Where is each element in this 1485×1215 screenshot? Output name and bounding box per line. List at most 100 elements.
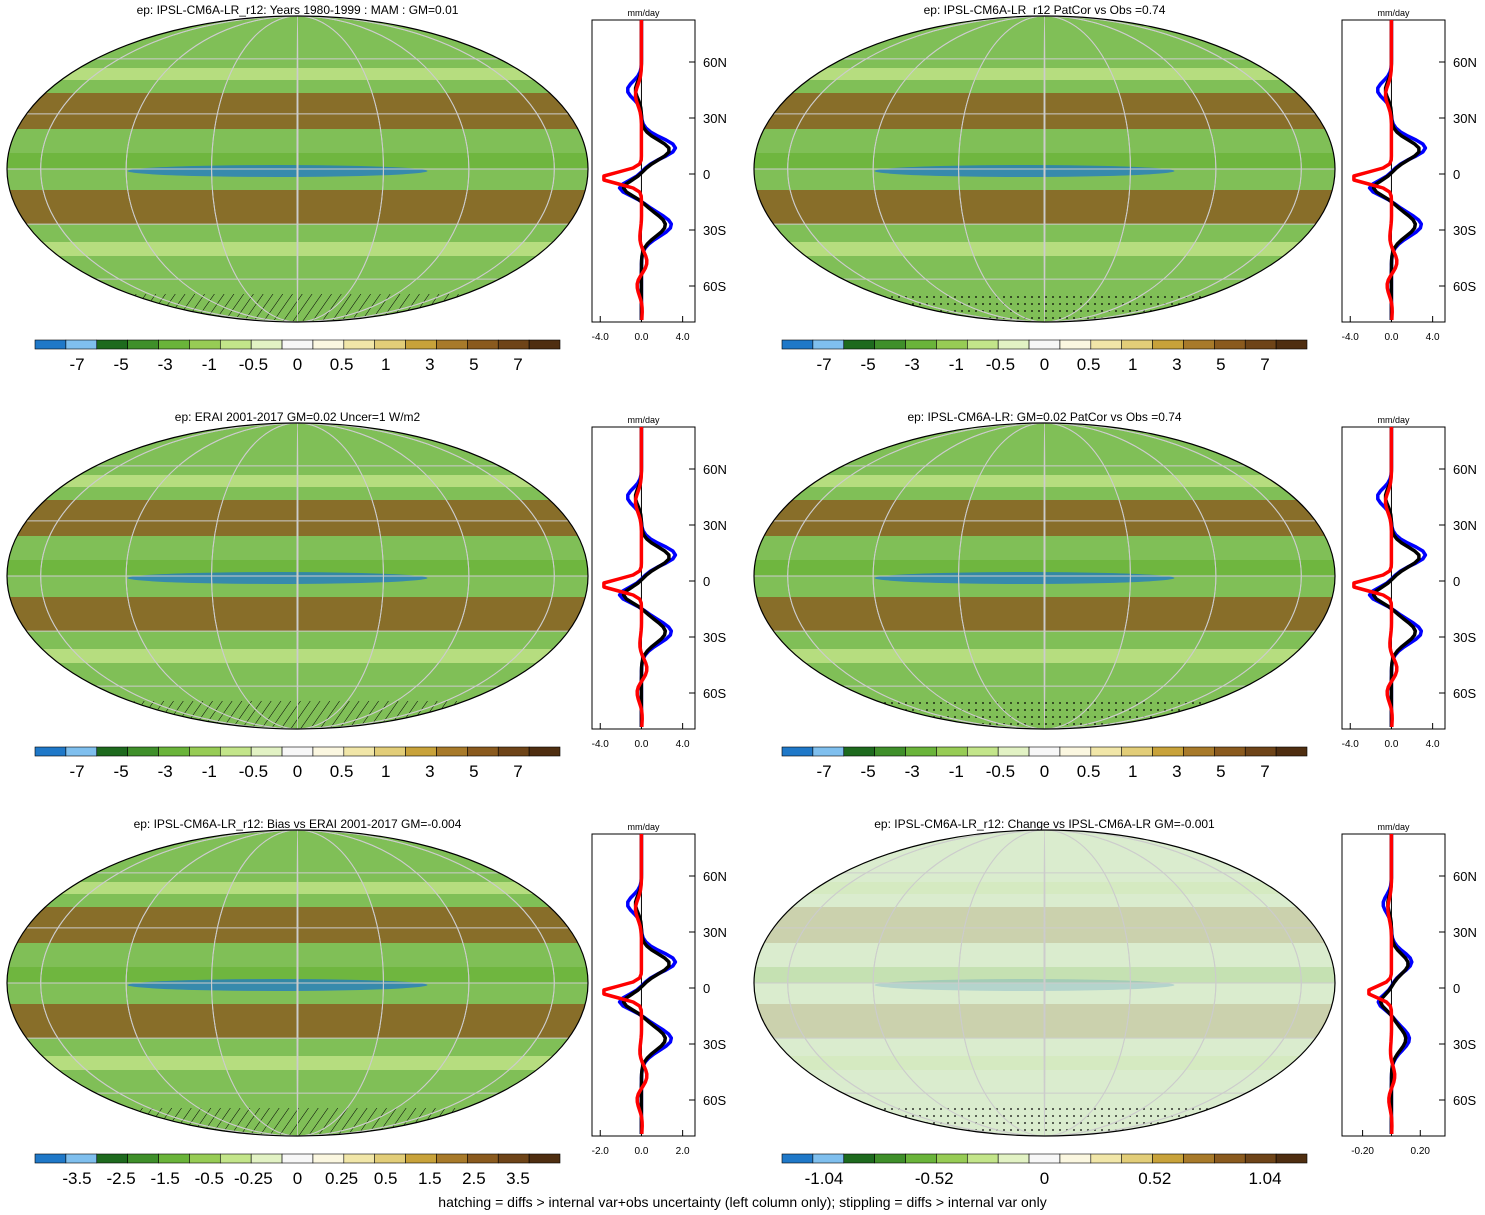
colorbar-box	[219, 339, 252, 350]
profile-frame	[1341, 426, 1446, 730]
colorbar-box	[905, 746, 937, 757]
colorbar-box	[189, 339, 221, 350]
colorbar-label: 0.5	[374, 1169, 398, 1188]
colorbar-box	[1244, 1153, 1277, 1164]
profile-xtick-label: -4.0	[1342, 739, 1360, 750]
panel-6: ep: IPSL-CM6A-LR_r12: Change vs IPSL-CM6…	[753, 817, 1477, 1188]
colorbar-label: 1	[1128, 762, 1137, 781]
panel-title: ep: IPSL-CM6A-LR_r12: Change vs IPSL-CM6…	[874, 817, 1215, 831]
colorbar-label: 0	[293, 762, 302, 781]
colorbar-box	[65, 339, 98, 350]
profile-diff-curve	[602, 834, 649, 1135]
colorbar-box	[843, 339, 875, 350]
colorbar-box	[1244, 746, 1277, 757]
colorbar-box	[936, 746, 968, 757]
itcz-core	[874, 165, 1175, 177]
colorbar-box	[1121, 339, 1153, 350]
lat-label: 30S	[1453, 1037, 1476, 1052]
colorbar-label: -2.5	[106, 1169, 135, 1188]
colorbar-label: 5	[469, 355, 478, 374]
graticule-meridian	[211, 16, 384, 322]
lat-label: 0	[1453, 574, 1460, 589]
colorbar-box	[1275, 1153, 1308, 1164]
panel-2: ep: IPSL-CM6A-LR_r12 PatCor vs Obs =0.74…	[753, 3, 1477, 374]
colorbar-label: -7	[69, 762, 84, 781]
colorbar-label: -0.5	[239, 762, 268, 781]
profile-xtick-label: -0.20	[1351, 1146, 1374, 1157]
colorbar-label: 0.25	[325, 1169, 358, 1188]
colorbar-box	[405, 746, 437, 757]
colorbar-label: 3	[1172, 762, 1181, 781]
panel-title: ep: IPSL-CM6A-LR: GM=0.02 PatCor vs Obs …	[907, 410, 1181, 424]
colorbar-box	[497, 339, 530, 350]
lat-label: 0	[703, 167, 710, 182]
lat-label: 60S	[1453, 686, 1476, 701]
profile-xtick-label: -4.0	[592, 739, 610, 750]
colorbar-box	[219, 746, 252, 757]
panel-title: ep: IPSL-CM6A-LR_r12: Bias vs ERAI 2001-…	[134, 817, 462, 831]
colorbar-label: 0.5	[330, 355, 354, 374]
profile-xtick-label: 4.0	[1426, 739, 1440, 750]
colorbar-label: 0	[1040, 1169, 1049, 1188]
colorbar-box	[1090, 1153, 1123, 1164]
lat-label: 60N	[703, 869, 727, 884]
graticule-meridian	[125, 16, 470, 322]
figure-canvas: ep: IPSL-CM6A-LR_r12: Years 1980-1999 : …	[6, 3, 1477, 1188]
colorbar-box	[158, 339, 190, 350]
colorbar-box	[781, 746, 814, 757]
colorbar-label: 3	[1172, 355, 1181, 374]
colorbar-label: 1	[381, 355, 390, 374]
itcz-core	[874, 979, 1175, 991]
colorbar-box	[874, 339, 906, 350]
colorbar-box	[528, 339, 561, 350]
lat-label: 60S	[703, 686, 726, 701]
itcz-core	[127, 572, 428, 584]
profile-xtick-label: 2.0	[676, 1146, 690, 1157]
graticule-meridian	[787, 16, 1302, 322]
colorbar-label: 7	[513, 355, 522, 374]
profile-diff-curve	[1352, 427, 1399, 728]
profile-xtick-label: 0.20	[1411, 1146, 1431, 1157]
lat-label: 60N	[1453, 869, 1477, 884]
panel-4: ep: IPSL-CM6A-LR: GM=0.02 PatCor vs Obs …	[753, 410, 1477, 781]
graticule-meridian	[40, 16, 555, 322]
graticule-meridian	[958, 16, 1131, 322]
colorbar-box	[528, 1153, 561, 1164]
map-outline	[6, 422, 589, 730]
colorbar-box	[374, 746, 406, 757]
colorbar-box	[1183, 746, 1215, 757]
colorbar-box	[34, 746, 67, 757]
colorbar-label: -5	[861, 762, 876, 781]
profile-diff-curve	[602, 20, 649, 321]
profile-xtick-label: 0.0	[634, 1146, 648, 1157]
lat-label: 60N	[1453, 462, 1477, 477]
colorbar-box	[405, 1153, 437, 1164]
colorbar-label: -5	[114, 762, 129, 781]
colorbar-label: 0	[293, 1169, 302, 1188]
colorbar-box	[1275, 339, 1308, 350]
colorbar-label: -7	[816, 762, 831, 781]
colorbar-box	[1059, 339, 1092, 350]
colorbar-box	[65, 746, 98, 757]
colorbar-label: -1	[202, 355, 217, 374]
colorbar-box	[874, 746, 906, 757]
graticule-meridian	[211, 830, 384, 1136]
colorbar-box	[497, 1153, 530, 1164]
colorbar-box	[34, 1153, 67, 1164]
colorbar-box	[281, 339, 314, 350]
colorbar-box	[1059, 746, 1092, 757]
colorbar-box	[127, 1153, 159, 1164]
colorbar-label: 5	[1216, 762, 1225, 781]
colorbar-box	[1183, 1153, 1215, 1164]
map-outline	[753, 422, 1336, 730]
colorbar-box	[1090, 746, 1123, 757]
graticule-meridian	[125, 830, 470, 1136]
panel-title: ep: IPSL-CM6A-LR_r12 PatCor vs Obs =0.74	[924, 3, 1166, 17]
colorbar-label: -0.52	[915, 1169, 954, 1188]
profile-xtick-label: 4.0	[676, 739, 690, 750]
lat-label: 60S	[1453, 279, 1476, 294]
colorbar-label: 1.5	[418, 1169, 442, 1188]
colorbar-box	[812, 339, 845, 350]
colorbar-label: 3.5	[506, 1169, 530, 1188]
colorbar-box	[405, 339, 437, 350]
